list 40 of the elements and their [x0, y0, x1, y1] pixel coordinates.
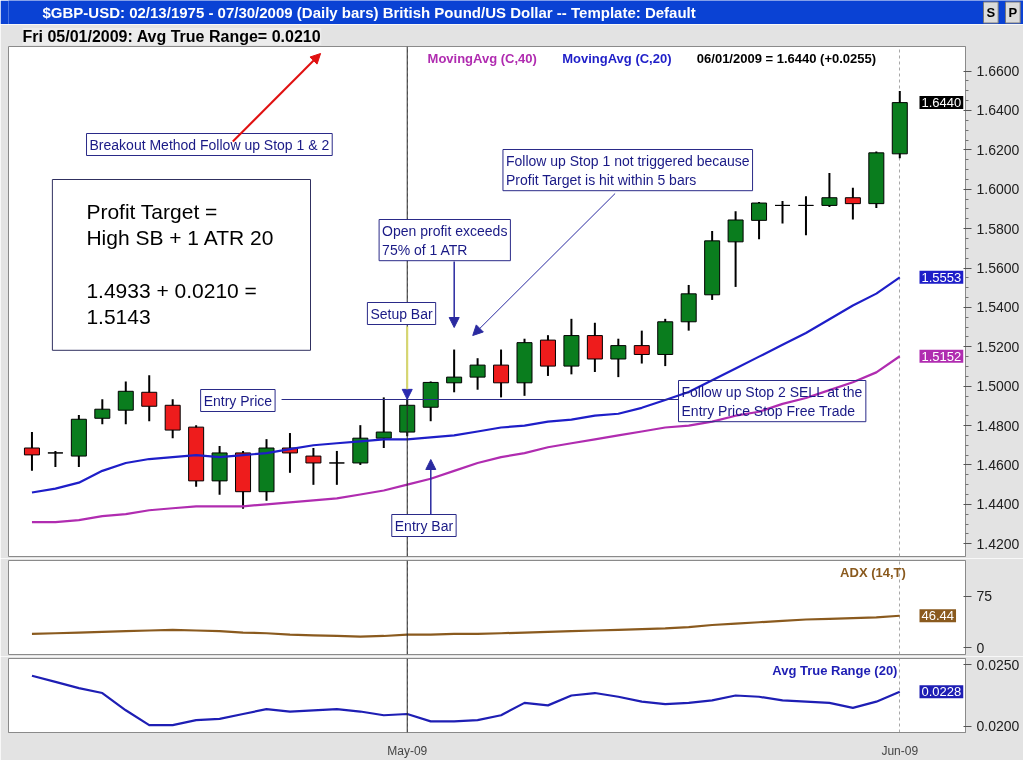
chart-title: $GBP-USD: 02/13/1975 - 07/30/2009 (Daily bars) British Pound/US Dollar -- Template: Default — [42, 4, 696, 21]
text: P — [1008, 5, 1018, 20]
text: ADX (14,T) — [840, 564, 906, 580]
y-tick-label: 1.5200 — [976, 338, 1020, 355]
x-tick-label: Jun-09 — [881, 743, 919, 758]
y-tick-label: 1.5800 — [976, 220, 1020, 237]
text: MovingAvg (C,20) — [562, 50, 672, 66]
y-tick-label: 1.5400 — [976, 299, 1020, 316]
y-tick-label: 0.0250 — [976, 656, 1020, 673]
y-tick-label: 0.0200 — [976, 718, 1020, 735]
text: Profit Target = High SB + 1 ATR 20 1.4933 + 0.0210 = 1.5143 — [86, 199, 274, 329]
y-tick-label: 1.4400 — [976, 496, 1020, 513]
data-label: 0.0228 — [921, 684, 962, 700]
x-tick-label: May-09 — [387, 743, 428, 758]
annotation: Entry Bar — [394, 517, 454, 534]
text: 1.6440 — [921, 95, 962, 111]
y-tick-label: 1.6400 — [976, 102, 1020, 119]
annotation: 06/01/2009 = 1.6440 (+0.0255) — [696, 50, 877, 66]
annotation: Follow up Stop 1 not triggered because Profit Target is hit within 5 bars — [505, 152, 750, 188]
y-tick-label: 1.6600 — [976, 63, 1020, 80]
y-tick-label: 1.4600 — [976, 456, 1020, 473]
text: S — [986, 5, 996, 20]
y-tick-label: 0 — [976, 639, 985, 656]
data-label: 1.5553 — [921, 269, 962, 285]
annotation: Entry Price — [203, 392, 273, 409]
series-label: Avg True Range (20) — [772, 662, 898, 678]
data-label: 1.5152 — [921, 348, 962, 364]
chart-subtitle: Fri 05/01/2009: Avg True Range= 0.0210 — [22, 28, 321, 45]
y-tick-label: 1.5600 — [976, 260, 1020, 277]
y-tick-label: 1.6200 — [976, 141, 1020, 158]
y-tick-label: 1.4200 — [976, 535, 1020, 552]
y-tick-label: 1.6000 — [976, 181, 1020, 198]
y-tick-label: 75 — [976, 588, 993, 605]
y-tick-label: 1.5000 — [976, 378, 1020, 395]
annotation: Setup Bar — [370, 305, 433, 322]
annotation: Breakout Method Follow up Stop 1 & 2 — [89, 136, 330, 153]
text: MovingAvg (C,40) — [427, 50, 537, 66]
annotation: Open profit exceeds 75% of 1 ATR — [382, 222, 508, 258]
data-label: 46.44 — [921, 608, 955, 624]
y-tick-label: 1.4800 — [976, 417, 1020, 434]
